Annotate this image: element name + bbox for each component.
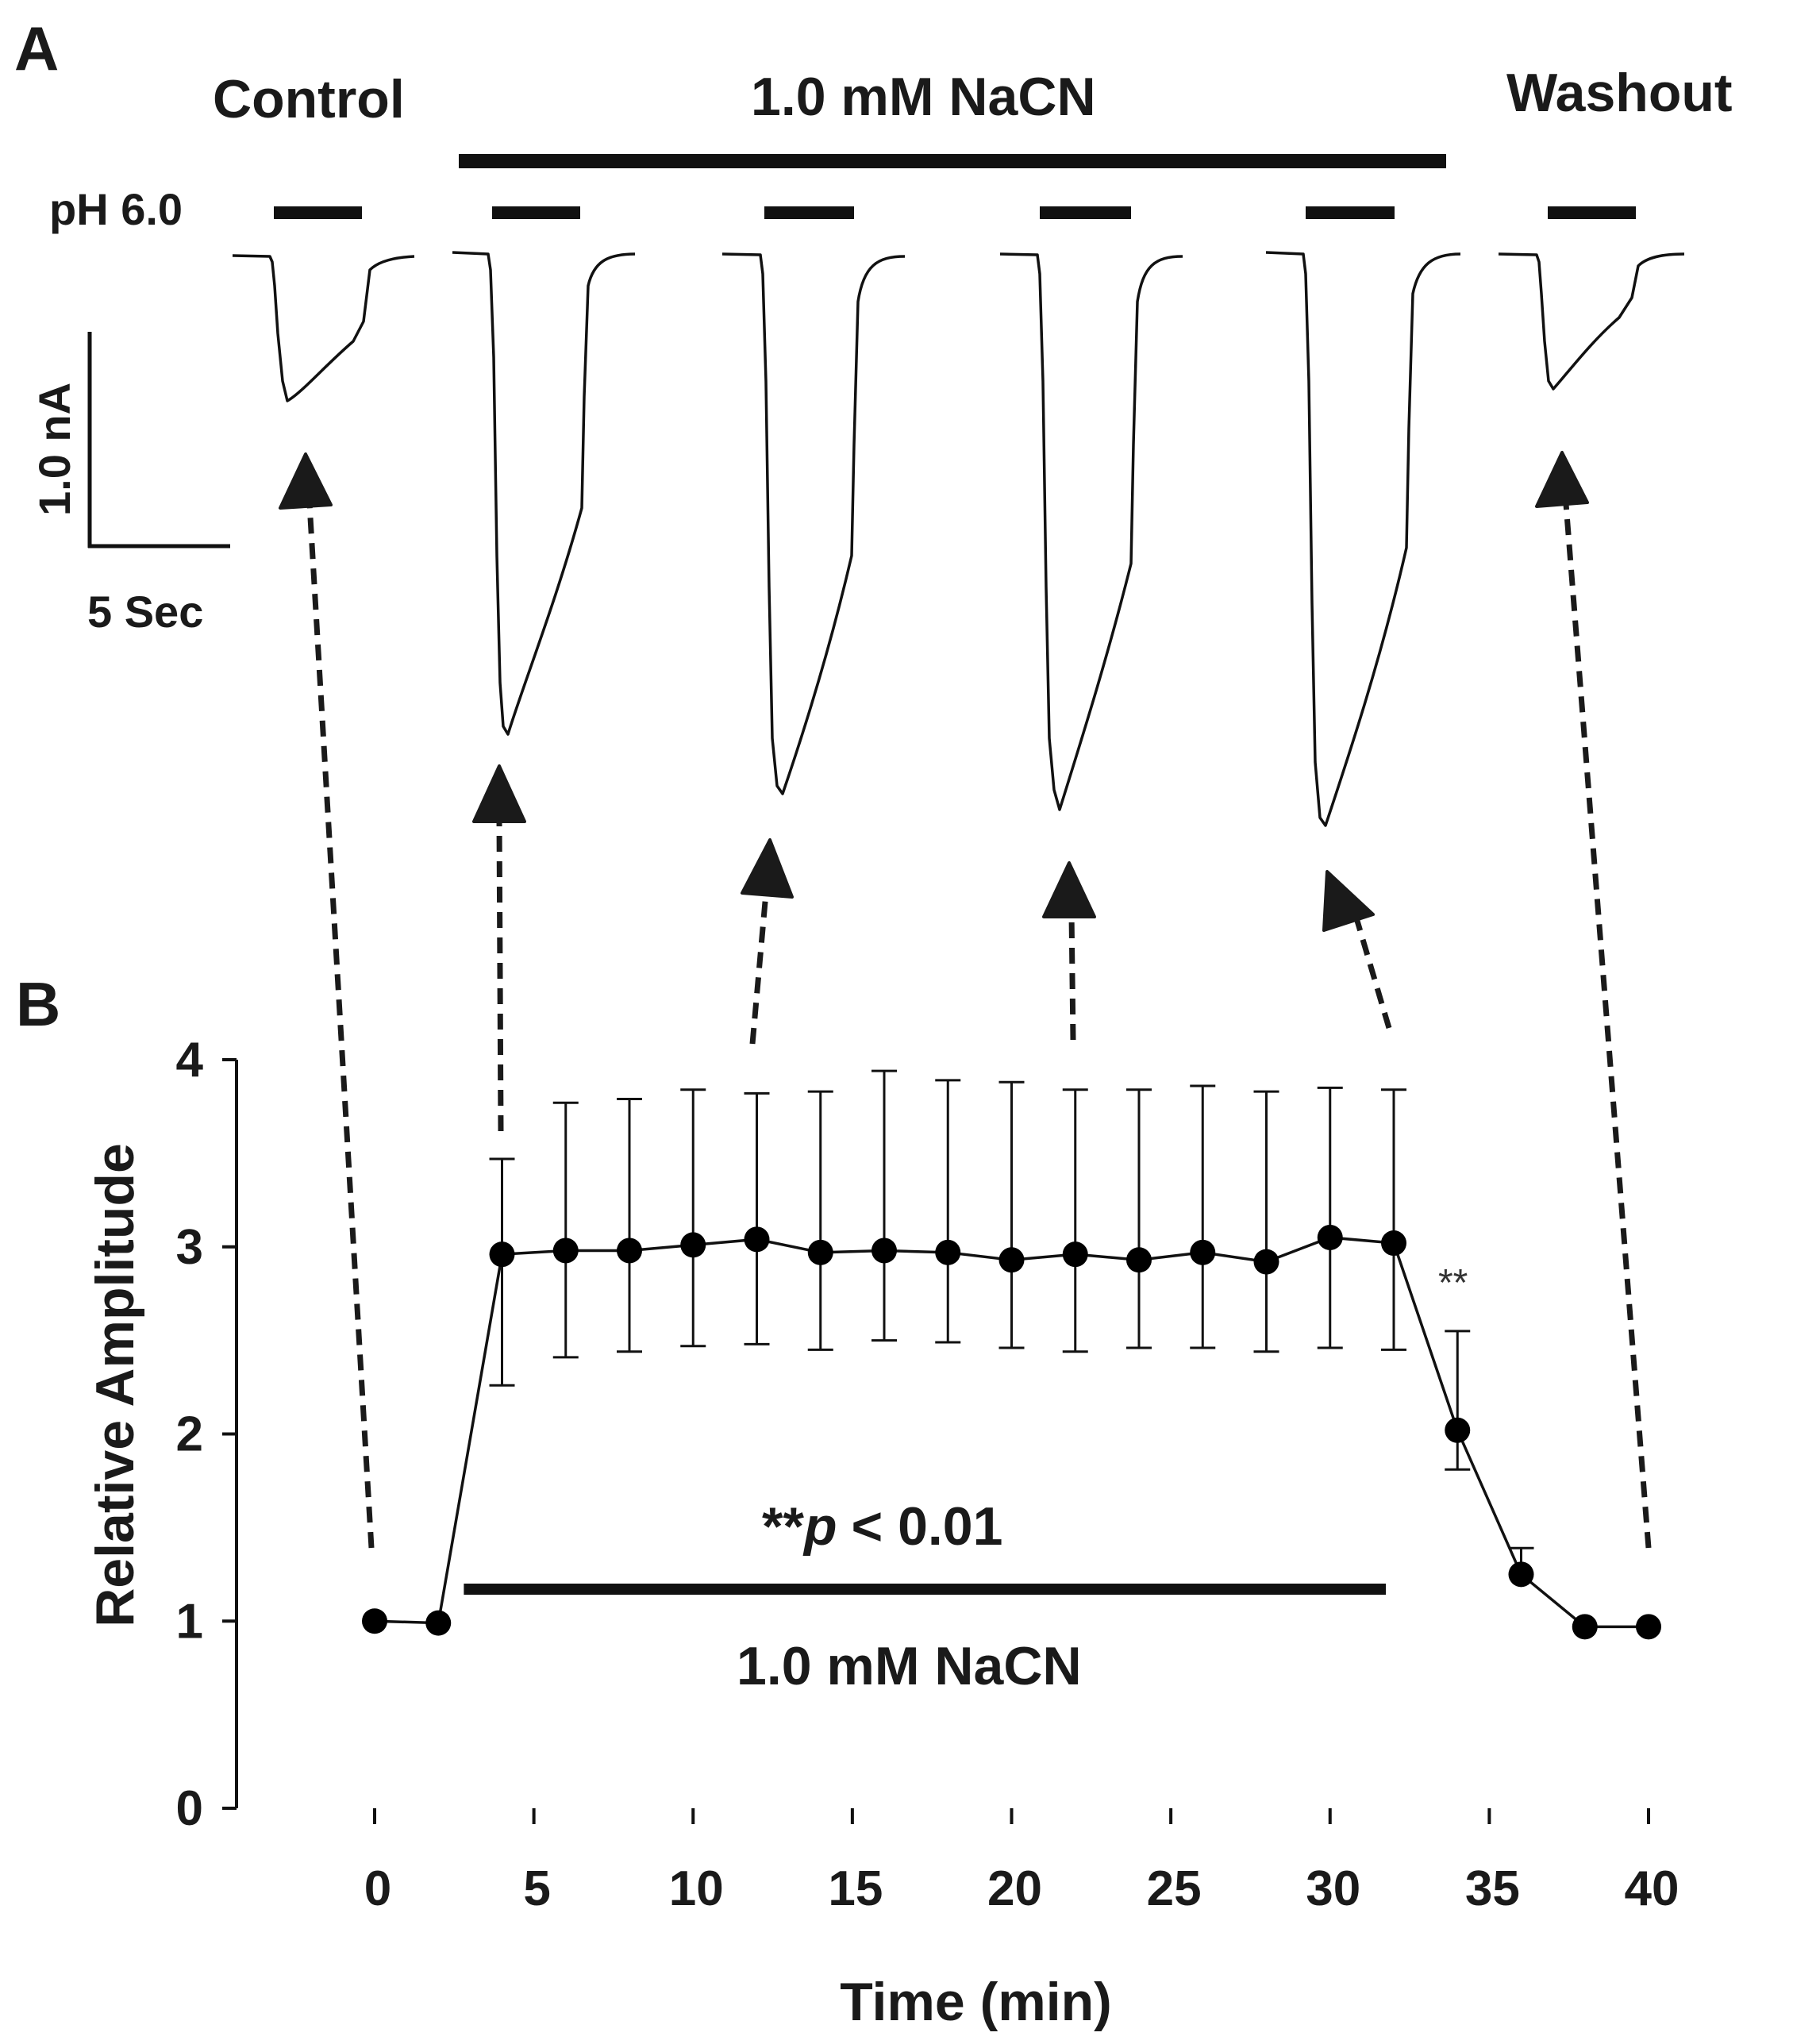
treatment-label-top: 1.0 mM NaCN <box>751 67 1096 127</box>
washout-label: Washout <box>1506 63 1733 123</box>
data-point <box>489 1241 515 1268</box>
trace-nacn-1 <box>452 251 636 736</box>
x-axis-label: Time (min) <box>840 1972 1112 2032</box>
significance-threshold: < 0.01 <box>851 1496 1002 1557</box>
significance-label: **p < 0.01 <box>762 1496 1002 1557</box>
y-tick-label-3: 3 <box>176 1220 203 1275</box>
arrow-control-head <box>279 452 333 510</box>
arrow-nacn4-head <box>1322 870 1375 932</box>
x-tick-label-40: 40 <box>1625 1861 1679 1916</box>
x-tick-label-20: 20 <box>987 1861 1042 1916</box>
data-point <box>1062 1241 1088 1268</box>
significance-p: p <box>802 1496 837 1557</box>
data-point <box>617 1238 642 1264</box>
ph-label: pH 6.0 <box>49 184 183 234</box>
data-point <box>998 1247 1025 1273</box>
arrow-nacn3-head <box>1042 861 1096 918</box>
x-tick-label-5: 5 <box>523 1861 550 1916</box>
data-point <box>425 1610 452 1636</box>
data-point <box>1190 1239 1216 1265</box>
data-point <box>1572 1614 1598 1640</box>
data-point <box>1636 1614 1661 1640</box>
y-tick-label-1: 1 <box>176 1594 203 1649</box>
y-tick-label-4: 4 <box>176 1033 204 1087</box>
data-point <box>1126 1247 1152 1273</box>
arrow-nacn2-line <box>749 892 769 1045</box>
trace-nacn-2 <box>721 252 906 795</box>
trace-nacn-3 <box>999 252 1183 811</box>
data-point <box>744 1226 770 1253</box>
y-tick-label-0: 0 <box>176 1781 203 1836</box>
point-significance-marker: ** <box>1438 1262 1468 1304</box>
arrow-nacn3-line <box>1068 912 1076 1041</box>
x-tick-label-30: 30 <box>1306 1861 1360 1916</box>
significance-stars: ** <box>762 1496 804 1557</box>
x-tick-label-25: 25 <box>1147 1861 1202 1916</box>
data-point <box>935 1239 961 1265</box>
treatment-label-bottom: 1.0 mM NaCN <box>737 1636 1082 1696</box>
arrow-nacn1-line <box>496 817 504 1132</box>
data-point <box>1253 1249 1279 1275</box>
data-point <box>552 1238 579 1264</box>
trace-washout <box>1498 252 1685 391</box>
data-point <box>871 1238 897 1264</box>
data-point <box>362 1608 387 1634</box>
x-tick-label-0: 0 <box>364 1861 391 1916</box>
arrow-nacn1-head <box>472 764 526 823</box>
scale-current-label: 1.0 nA <box>29 383 79 516</box>
control-label: Control <box>213 69 405 129</box>
arrow-nacn2-head <box>741 838 794 899</box>
arrow-nacn4-line <box>1354 920 1392 1029</box>
data-point <box>1445 1417 1471 1443</box>
y-axis-label: Relative Amplitude <box>85 1143 145 1627</box>
arrow-washout-line <box>1563 503 1652 1549</box>
trace-nacn-4 <box>1265 251 1461 827</box>
arrow-control-line <box>306 503 375 1549</box>
trace-control <box>232 254 415 402</box>
scale-time-label: 5 Sec <box>87 587 203 637</box>
data-point <box>1508 1561 1534 1588</box>
panel-b-label: B <box>16 969 60 1039</box>
arrow-washout-head <box>1535 451 1589 508</box>
panel-a-label: A <box>14 13 59 83</box>
data-point <box>680 1232 706 1258</box>
x-tick-label-35: 35 <box>1465 1861 1520 1916</box>
data-point <box>1317 1224 1343 1250</box>
data-point <box>1381 1230 1406 1257</box>
y-tick-label-2: 2 <box>176 1407 203 1462</box>
data-point <box>807 1239 833 1265</box>
linking-arrows <box>279 451 1652 1549</box>
x-tick-label-10: 10 <box>669 1861 724 1916</box>
x-tick-label-15: 15 <box>828 1861 883 1916</box>
